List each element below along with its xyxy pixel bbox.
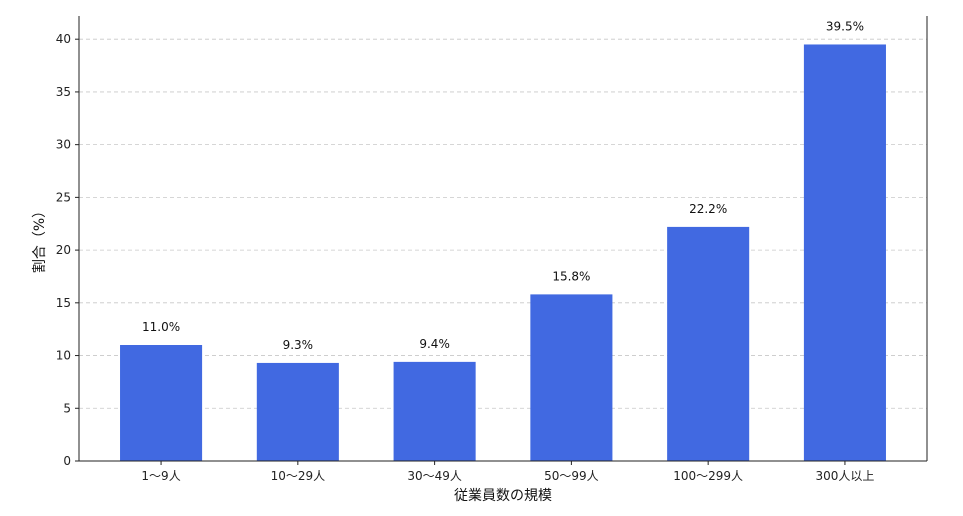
- data-labels: 11.0% 9.3% 9.4% 15.8% 22.2% 39.5%: [142, 19, 864, 351]
- bar-value-label: 11.0%: [142, 320, 180, 334]
- y-tick-label: 10: [56, 349, 71, 363]
- axes: [78, 16, 928, 462]
- bar: [667, 226, 750, 461]
- x-tick-label: 300人以上: [815, 469, 874, 483]
- bar: [120, 345, 203, 461]
- bar-value-label: 15.8%: [552, 269, 590, 283]
- y-axis-label: 割合（%）: [31, 204, 48, 273]
- bars: [120, 44, 886, 462]
- y-tick-label: 0: [63, 454, 71, 468]
- y-tick-label: 5: [63, 401, 71, 415]
- bar-value-label: 22.2%: [689, 202, 727, 216]
- x-axis-label: 従業員数の規模: [454, 488, 552, 504]
- x-tick-label: 1〜9人: [141, 469, 180, 483]
- bar-value-label: 39.5%: [826, 19, 864, 33]
- x-tick-label: 50〜99人: [544, 469, 599, 483]
- bar-value-label: 9.4%: [419, 337, 450, 351]
- bar: [530, 294, 613, 461]
- x-tick-label: 30〜49人: [407, 469, 462, 483]
- grid-lines: [79, 38, 927, 409]
- y-tick-label: 40: [56, 32, 71, 46]
- y-tick-label: 35: [56, 85, 71, 99]
- x-tick-label: 100〜299人: [673, 469, 743, 483]
- x-ticks: 1〜9人 10〜29人 30〜49人 50〜99人 100〜299人 300人以上: [141, 461, 874, 483]
- y-tick-label: 20: [56, 243, 71, 257]
- y-ticks: 0 5 10 15 20 25 30 35 40: [56, 32, 79, 468]
- y-tick-label: 25: [56, 190, 71, 204]
- bar-value-label: 9.3%: [283, 338, 314, 352]
- y-tick-label: 30: [56, 138, 71, 152]
- x-tick-label: 10〜29人: [271, 469, 326, 483]
- bar: [256, 362, 339, 461]
- bar: [803, 44, 886, 462]
- bar: [393, 361, 476, 461]
- y-tick-label: 15: [56, 296, 71, 310]
